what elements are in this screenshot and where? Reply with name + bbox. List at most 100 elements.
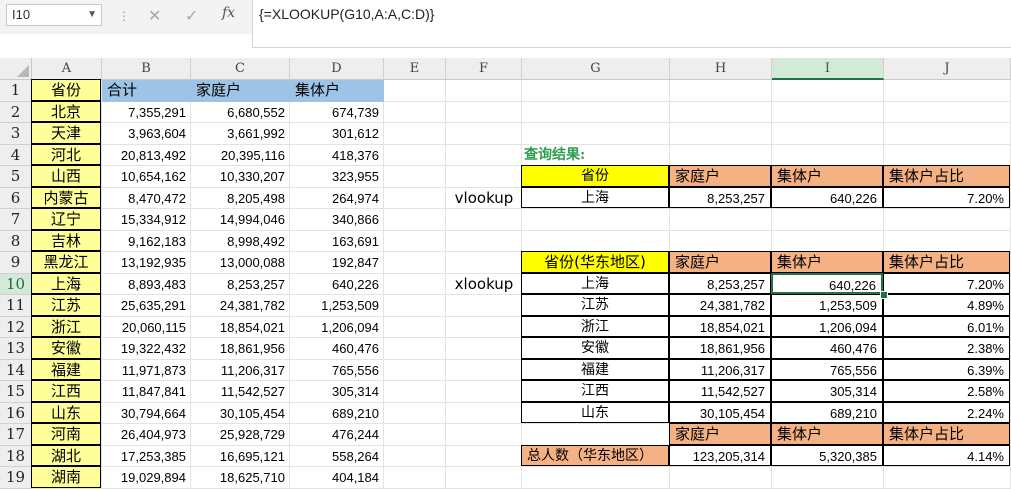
cell-E6[interactable] bbox=[384, 187, 446, 209]
cell-I3[interactable] bbox=[772, 123, 884, 145]
value-cell[interactable]: 15,334,912 bbox=[120, 212, 186, 227]
cell-D17[interactable] bbox=[290, 424, 384, 446]
province-cell[interactable]: 河南 bbox=[31, 423, 101, 445]
value-cell[interactable]: 20,395,116 bbox=[220, 147, 285, 163]
east-province-cell[interactable]: 江西 bbox=[521, 380, 669, 402]
east-province-cell[interactable]: 山东 bbox=[521, 401, 669, 423]
cell-E1[interactable] bbox=[384, 80, 446, 102]
cell-B12[interactable] bbox=[102, 316, 191, 338]
value-cell[interactable]: 11,542,527 bbox=[220, 384, 285, 399]
drag-handle-icon[interactable]: ⋮ bbox=[118, 9, 130, 23]
cell-E8[interactable] bbox=[384, 230, 446, 252]
cell-E17[interactable] bbox=[384, 424, 446, 446]
cell-I2[interactable] bbox=[772, 101, 884, 123]
row-header-8[interactable]: 8 bbox=[0, 230, 32, 252]
cell-C14[interactable] bbox=[191, 359, 290, 381]
east-value-cell[interactable]: 1,206,094 bbox=[771, 315, 883, 337]
value-cell[interactable]: 25,635,291 bbox=[120, 298, 186, 313]
east-value-cell[interactable]: 18,854,021 bbox=[669, 315, 771, 337]
cell-G8[interactable] bbox=[522, 230, 670, 252]
cell-C8[interactable] bbox=[191, 230, 290, 252]
cell-E3[interactable] bbox=[384, 123, 446, 145]
province-cell[interactable]: 福建 bbox=[31, 358, 101, 380]
row-header-2[interactable]: 2 bbox=[0, 101, 32, 123]
value-cell[interactable]: 460,476 bbox=[332, 341, 379, 356]
value-cell[interactable]: 305,314 bbox=[332, 384, 379, 399]
value-cell[interactable]: 11,847,841 bbox=[121, 384, 186, 399]
cell-E2[interactable] bbox=[384, 101, 446, 123]
confirm-icon[interactable]: ✓ bbox=[185, 8, 199, 25]
east-value-cell[interactable]: 689,210 bbox=[771, 401, 883, 423]
query-value-2[interactable]: 640,226 bbox=[771, 186, 883, 208]
row-header-5[interactable]: 5 bbox=[0, 166, 32, 188]
cell-H19[interactable] bbox=[670, 467, 772, 489]
cell-B2[interactable] bbox=[102, 101, 191, 123]
cell-H1[interactable] bbox=[670, 80, 772, 102]
cell-C6[interactable] bbox=[191, 187, 290, 209]
value-cell[interactable]: 19,322,432 bbox=[120, 341, 186, 356]
east-value-cell[interactable]: 8,253,257 bbox=[669, 272, 771, 294]
value-cell[interactable]: 192,847 bbox=[332, 255, 379, 270]
east-value-cell[interactable]: 11,542,527 bbox=[669, 380, 771, 402]
value-cell[interactable]: 558,264 bbox=[332, 448, 379, 464]
row-header-19[interactable]: 19 bbox=[0, 467, 32, 489]
cell-B5[interactable] bbox=[102, 166, 191, 188]
cell-B16[interactable] bbox=[102, 402, 191, 424]
value-cell[interactable]: 9,162,183 bbox=[128, 233, 186, 249]
value-cell[interactable]: 418,376 bbox=[332, 147, 379, 163]
column-header-d[interactable]: D bbox=[290, 58, 384, 80]
value-cell[interactable]: 476,244 bbox=[332, 427, 379, 442]
name-box[interactable]: I10 ▼ bbox=[6, 4, 102, 26]
value-cell[interactable]: 20,813,492 bbox=[120, 147, 186, 163]
cell-H8[interactable] bbox=[670, 230, 772, 252]
cell-B11[interactable] bbox=[102, 295, 191, 317]
province-cell[interactable]: 上海 bbox=[31, 272, 101, 294]
cell-C15[interactable] bbox=[191, 381, 290, 403]
cell-J2[interactable] bbox=[884, 101, 1011, 123]
cell-H4[interactable] bbox=[670, 144, 772, 166]
cell-G2[interactable] bbox=[522, 101, 670, 123]
select-all-corner[interactable] bbox=[0, 58, 32, 80]
cell-F1[interactable] bbox=[446, 80, 522, 102]
cell-D13[interactable] bbox=[290, 338, 384, 360]
cell-F7[interactable] bbox=[446, 209, 522, 231]
east-value-cell[interactable]: 4.89% bbox=[883, 294, 1010, 316]
cell-E14[interactable] bbox=[384, 359, 446, 381]
cell-F5[interactable] bbox=[446, 166, 522, 188]
east-value-cell[interactable]: 765,556 bbox=[771, 358, 883, 380]
cell-D15[interactable] bbox=[290, 381, 384, 403]
value-cell[interactable]: 163,691 bbox=[332, 233, 379, 249]
east-value-cell[interactable]: 7.20% bbox=[883, 272, 1010, 294]
cell-H2[interactable] bbox=[670, 101, 772, 123]
value-cell[interactable]: 10,330,207 bbox=[219, 169, 285, 184]
cell-B15[interactable] bbox=[102, 381, 191, 403]
cell-D19[interactable] bbox=[290, 467, 384, 489]
value-cell[interactable]: 674,739 bbox=[332, 104, 379, 120]
east-province-cell[interactable]: 浙江 bbox=[521, 315, 669, 337]
east-value-cell[interactable]: 1,253,509 bbox=[771, 294, 883, 316]
cell-F2[interactable] bbox=[446, 101, 522, 123]
east-province-cell[interactable]: 上海 bbox=[521, 272, 669, 294]
cell-F18[interactable] bbox=[446, 445, 522, 467]
cell-D7[interactable] bbox=[290, 209, 384, 231]
value-cell[interactable]: 11,971,873 bbox=[121, 362, 186, 378]
value-cell[interactable]: 30,105,454 bbox=[219, 405, 285, 421]
cell-B4[interactable] bbox=[102, 144, 191, 166]
column-header-i[interactable]: I bbox=[772, 58, 884, 80]
cell-I19[interactable] bbox=[772, 467, 884, 489]
province-cell[interactable]: 江西 bbox=[31, 380, 101, 402]
cell-C12[interactable] bbox=[191, 316, 290, 338]
cell-E9[interactable] bbox=[384, 252, 446, 274]
value-cell[interactable]: 323,955 bbox=[332, 169, 379, 184]
value-cell[interactable]: 301,612 bbox=[332, 126, 379, 141]
cell-C7[interactable] bbox=[191, 209, 290, 231]
province-cell[interactable]: 湖北 bbox=[31, 444, 101, 466]
cell-B17[interactable] bbox=[102, 424, 191, 446]
cell-C11[interactable] bbox=[191, 295, 290, 317]
value-cell[interactable]: 30,794,664 bbox=[120, 405, 186, 421]
value-cell[interactable]: 8,205,498 bbox=[227, 190, 285, 206]
cell-J4[interactable] bbox=[884, 144, 1011, 166]
cell-B3[interactable] bbox=[102, 123, 191, 145]
cell-J1[interactable] bbox=[884, 80, 1011, 102]
row-header-10[interactable]: 10 bbox=[0, 273, 32, 295]
